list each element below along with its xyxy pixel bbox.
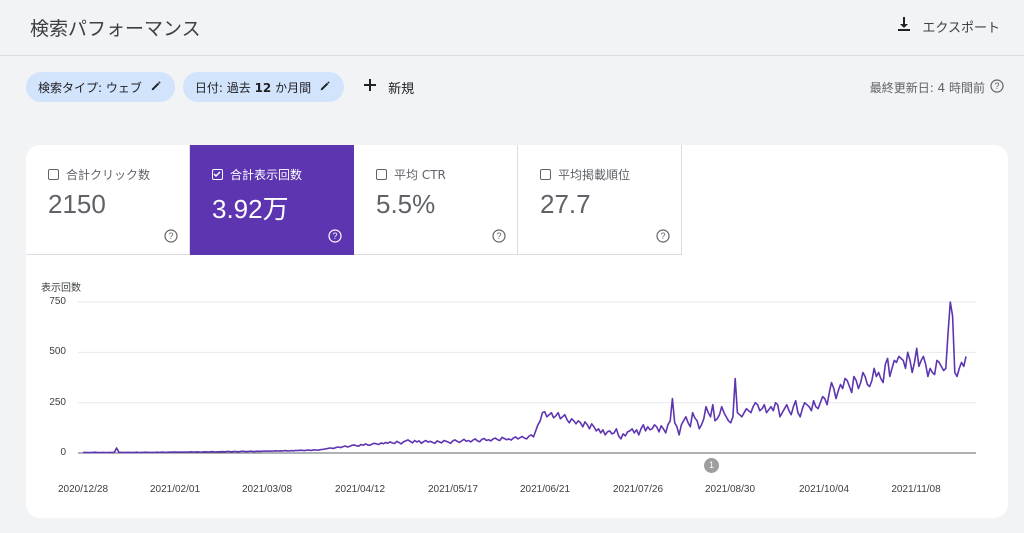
metric-label: 合計表示回数: [230, 168, 303, 182]
checkbox-icon[interactable]: [376, 169, 387, 180]
metric-value: 3.92万: [212, 194, 289, 224]
x-tick-label: 2021/04/12: [334, 484, 386, 495]
help-icon[interactable]: ?: [328, 229, 342, 243]
y-axis-title: 表示回数: [41, 283, 81, 294]
metric-tabs: 合計クリック数 2150 ? 合計表示回数 3.92万 ? 平均 CTR 5.5…: [26, 145, 682, 255]
new-filter-button[interactable]: 新規: [362, 77, 414, 97]
x-tick-label: 2021/06/21: [519, 484, 571, 495]
impressions-series-line: [82, 301, 967, 454]
x-tick-label: 2021/10/04: [798, 484, 850, 495]
page-title: 検索パフォーマンス: [30, 18, 201, 40]
last-updated-text: 最終更新日: 4 時間前: [869, 81, 985, 95]
search-type-filter-label: 検索タイプ: ウェブ: [38, 80, 142, 95]
svg-text:?: ?: [660, 231, 665, 241]
metric-value: 5.5%: [376, 189, 436, 219]
svg-text:?: ?: [332, 231, 337, 241]
svg-text:?: ?: [168, 231, 173, 241]
metric-total-clicks[interactable]: 合計クリック数 2150 ?: [26, 145, 190, 255]
edit-icon: [319, 79, 332, 95]
metric-average-position[interactable]: 平均掲載順位 27.7 ?: [518, 145, 682, 255]
metric-value: 2150: [48, 189, 106, 219]
search-type-filter-chip[interactable]: 検索タイプ: ウェブ: [26, 72, 175, 102]
svg-text:?: ?: [496, 231, 501, 241]
help-icon[interactable]: ?: [656, 229, 670, 243]
help-icon[interactable]: ?: [164, 229, 178, 243]
new-filter-label: 新規: [388, 81, 415, 97]
top-bar: 検索パフォーマンス エクスポート: [0, 0, 1024, 56]
y-tick-label: 250: [49, 397, 66, 408]
metric-value: 27.7: [540, 189, 591, 219]
x-tick-label: 2021/08/30: [704, 484, 756, 495]
x-tick-label: 2021/05/17: [427, 484, 479, 495]
metric-total-impressions[interactable]: 合計表示回数 3.92万 ?: [190, 145, 354, 255]
metric-label: 平均掲載順位: [558, 168, 631, 182]
svg-text:?: ?: [994, 81, 999, 91]
plus-icon: [362, 77, 378, 97]
help-icon[interactable]: ?: [492, 229, 506, 243]
last-updated: 最終更新日: 4 時間前 ?: [870, 79, 1004, 96]
download-icon: [896, 16, 912, 36]
export-button[interactable]: エクスポート: [896, 16, 1000, 36]
export-label: エクスポート: [922, 20, 1000, 36]
performance-card: 合計クリック数 2150 ? 合計表示回数 3.92万 ? 平均 CTR 5.5…: [26, 145, 1008, 518]
annotation-marker[interactable]: 1: [704, 458, 719, 473]
checkbox-checked-icon[interactable]: [212, 169, 223, 180]
y-tick-label: 0: [60, 447, 66, 458]
date-filter-chip[interactable]: 日付: 過去 12 か月間: [182, 72, 345, 102]
x-tick-label: 2021/02/01: [149, 484, 201, 495]
metric-label: 平均 CTR: [394, 168, 446, 182]
edit-icon: [150, 79, 163, 95]
impressions-line-chart: [78, 301, 976, 454]
y-tick-label: 500: [49, 346, 66, 357]
metric-average-ctr[interactable]: 平均 CTR 5.5% ?: [354, 145, 518, 255]
x-tick-label: 2020/12/28: [57, 484, 109, 495]
checkbox-icon[interactable]: [540, 169, 551, 180]
filter-bar: 検索タイプ: ウェブ 日付: 過去 12 か月間 新規: [26, 72, 414, 102]
x-tick-label: 2021/03/08: [241, 484, 293, 495]
x-tick-label: 2021/07/26: [612, 484, 664, 495]
x-tick-label: 2021/11/08: [891, 484, 941, 495]
metric-label: 合計クリック数: [66, 168, 151, 182]
y-tick-label: 750: [49, 296, 66, 307]
date-filter-label: 日付: 過去 12 か月間: [194, 80, 312, 95]
checkbox-icon[interactable]: [48, 169, 59, 180]
help-icon[interactable]: ?: [990, 79, 1004, 96]
